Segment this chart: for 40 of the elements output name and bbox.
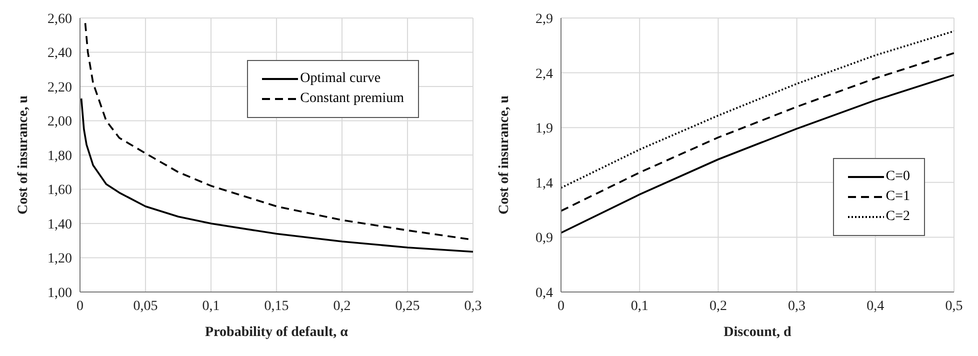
y-tick-label: 2,40: [48, 46, 72, 62]
x-tick-label: 0,3: [788, 298, 806, 314]
y-tick-label: 2,60: [48, 12, 72, 27]
x-tick-label: 0,15: [264, 298, 289, 314]
y-tick-label: 1,00: [48, 286, 72, 301]
line-series: [561, 52, 954, 212]
y-tick-label: 1,9: [536, 122, 553, 137]
x-tick-label: 0,4: [866, 298, 884, 314]
x-axis-title: Probability of default, α: [205, 325, 348, 340]
y-axis-title: Cost of insurance, u: [16, 95, 31, 215]
y-tick-label: 0,4: [536, 286, 553, 301]
y-tick-label: 1,20: [48, 252, 72, 267]
y-tick-label: 2,00: [48, 114, 72, 130]
legend-label: C=1: [886, 189, 910, 205]
y-tick-label: 0,9: [536, 231, 553, 246]
y-tick-label: 1,40: [48, 217, 72, 232]
x-tick-label: 0: [76, 298, 84, 314]
y-tick-label: 1,4: [536, 176, 553, 192]
line-series: [561, 30, 954, 189]
y-tick-label: 2,4: [536, 66, 553, 82]
y-tick-label: 2,9: [536, 12, 553, 27]
legend-label: Constant premium: [300, 91, 404, 107]
y-axis-title: Cost of insurance, u: [496, 95, 512, 215]
x-tick-label: 0,2: [709, 298, 727, 314]
y-tick-label: 1,80: [48, 148, 72, 164]
x-tick-label: 0,25: [395, 298, 420, 314]
legend-label: C=0: [886, 169, 910, 185]
x-tick-label: 0,5: [945, 298, 963, 314]
x-tick-label: 0,3: [464, 298, 482, 314]
x-tick-label: 0,2: [333, 298, 351, 314]
y-tick-label: 2,20: [48, 80, 72, 96]
line-series: [561, 74, 954, 234]
x-tick-label: 0,1: [630, 298, 648, 314]
legend-label: Optimal curve: [300, 71, 381, 87]
x-tick-label: 0,1: [202, 298, 220, 314]
y-tick-label: 1,60: [48, 183, 72, 198]
legend-label: C=2: [886, 209, 910, 225]
x-tick-label: 0: [558, 298, 564, 314]
x-tick-label: 0,05: [133, 298, 158, 314]
x-axis-title: Discount, d: [724, 325, 792, 340]
